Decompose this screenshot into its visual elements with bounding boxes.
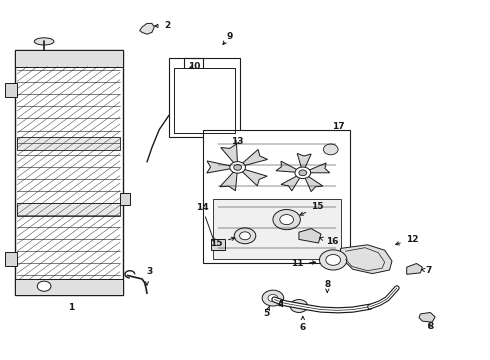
Text: 12: 12 xyxy=(396,235,418,245)
Text: 9: 9 xyxy=(226,32,233,41)
Text: 15: 15 xyxy=(210,237,235,248)
Text: 14: 14 xyxy=(196,202,215,242)
Text: 8: 8 xyxy=(324,280,330,292)
Text: 11: 11 xyxy=(291,259,316,268)
Text: 2: 2 xyxy=(155,21,171,30)
Text: 6: 6 xyxy=(300,316,306,332)
Bar xyxy=(120,193,130,205)
Text: 1: 1 xyxy=(68,303,74,312)
Bar xyxy=(15,279,122,295)
Text: 3: 3 xyxy=(147,266,152,276)
Polygon shape xyxy=(297,153,311,173)
Circle shape xyxy=(290,300,308,312)
Polygon shape xyxy=(281,173,303,191)
Polygon shape xyxy=(140,23,154,34)
Text: 15: 15 xyxy=(300,202,324,215)
Circle shape xyxy=(326,255,341,265)
Bar xyxy=(15,50,122,67)
Text: 5: 5 xyxy=(264,307,270,318)
Circle shape xyxy=(299,170,307,176)
Circle shape xyxy=(234,228,256,244)
Polygon shape xyxy=(211,239,225,250)
Bar xyxy=(5,252,17,266)
Polygon shape xyxy=(220,167,238,191)
Polygon shape xyxy=(207,161,238,173)
Circle shape xyxy=(295,167,311,179)
Bar xyxy=(203,130,350,263)
Ellipse shape xyxy=(34,38,54,45)
Polygon shape xyxy=(407,264,422,274)
Text: 16: 16 xyxy=(320,237,339,246)
Circle shape xyxy=(262,290,284,306)
Circle shape xyxy=(273,210,300,230)
Circle shape xyxy=(230,162,245,173)
Circle shape xyxy=(240,232,250,240)
Polygon shape xyxy=(221,144,238,167)
Text: 13: 13 xyxy=(231,136,244,145)
Polygon shape xyxy=(303,173,323,192)
Bar xyxy=(169,58,240,137)
Text: 17: 17 xyxy=(332,122,344,131)
Circle shape xyxy=(323,144,338,155)
Text: 7: 7 xyxy=(421,266,432,275)
Polygon shape xyxy=(276,161,303,173)
Polygon shape xyxy=(299,229,321,243)
Polygon shape xyxy=(303,163,330,173)
Bar xyxy=(213,199,341,259)
Circle shape xyxy=(319,250,347,270)
Polygon shape xyxy=(238,167,267,186)
Polygon shape xyxy=(341,245,392,274)
Bar xyxy=(17,137,120,150)
Circle shape xyxy=(234,165,242,170)
Bar xyxy=(5,83,17,97)
Circle shape xyxy=(268,294,278,302)
Polygon shape xyxy=(419,312,435,322)
Text: 10: 10 xyxy=(188,62,200,71)
Circle shape xyxy=(37,281,51,291)
Text: 4: 4 xyxy=(277,300,284,309)
Bar xyxy=(17,203,120,216)
Text: 8: 8 xyxy=(427,323,433,331)
Bar xyxy=(15,50,122,295)
Circle shape xyxy=(280,215,294,225)
Polygon shape xyxy=(238,149,268,167)
